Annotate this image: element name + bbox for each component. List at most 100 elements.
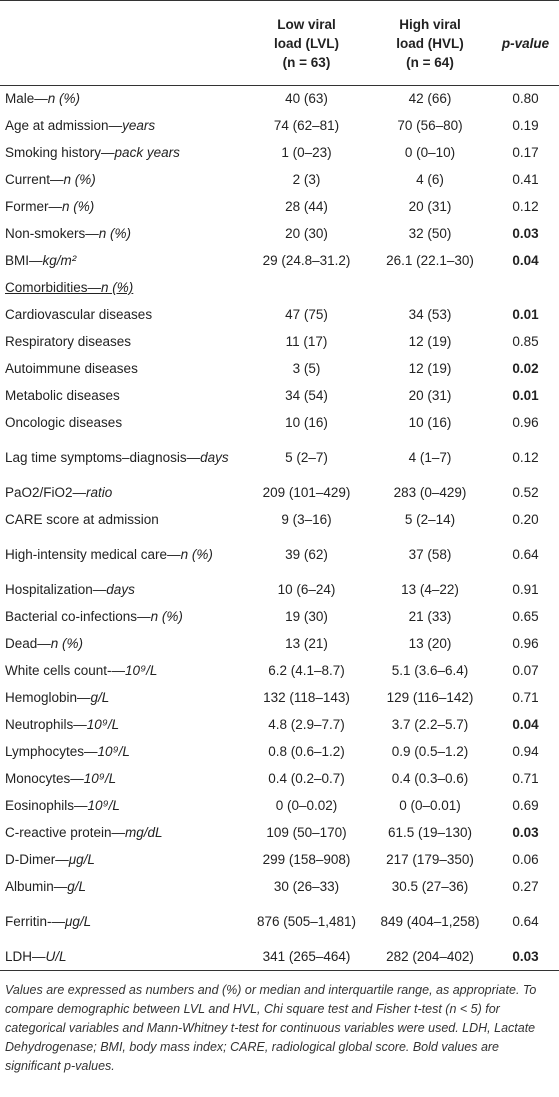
table-row: Lymphocytes—10⁹/L 0.8 (0.6–1.2) 0.9 (0.5–1… [0,739,559,766]
row-label-dash: — [84,744,98,759]
cell-pvalue: 0.01 [512,307,539,322]
row-unit: n (%) [101,280,134,295]
header-row: Low viral load (LVL) (n = 63) High viral… [0,1,559,86]
cell-lvl: 876 (505–1,481) [256,914,357,929]
row-label-dash: — [167,547,181,562]
row-label-text: Lymphocytes [5,744,85,759]
cell-lvl: 30 (26–33) [273,879,340,894]
row-unit: days [106,582,135,597]
cell-pvalue: 0.64 [512,547,539,562]
table-row: Dead—n (%) 13 (21) 13 (20) 0.96 [0,631,559,658]
cell-lvl: 34 (54) [285,388,328,403]
table-row: Respiratory diseases 11 (17) 12 (19) 0.85 [0,329,559,356]
row-unit: n (%) [63,172,96,187]
cell-pvalue: 0.17 [512,145,539,160]
cell-hvl: 61.5 (19–130) [387,825,473,840]
cell-pvalue: 0.01 [512,388,539,403]
row-label: Neutrophils—10⁹/L [0,712,245,739]
table-row: Hemoglobin—g/L 132 (118–143) 129 (116–142)… [0,685,559,712]
row-label-text: BMI [5,253,30,268]
row-label-text: High-intensity medical care [5,547,168,562]
row-label-dash: — [87,280,102,295]
row-label-text: Former [5,199,49,214]
row-label-text: Current [5,172,51,187]
header-hvl: High viral load (HVL) (n = 64) [368,1,492,86]
row-label-text: CARE score at admission [5,512,159,527]
cell-hvl: 5.1 (3.6–6.4) [391,663,469,678]
row-label-dash: — [51,914,66,929]
row-label-text: Dead [5,636,38,651]
table-row: Metabolic diseases 34 (54) 20 (31) 0.01 [0,383,559,410]
cell-hvl: 34 (53) [408,307,452,322]
row-unit: 10⁹/L [97,744,130,759]
cell-pvalue: 0.96 [512,636,539,651]
table-row: Eosinophils—10⁹/L 0 (0–0.02) 0 (0–0.01) 0.6… [0,793,559,820]
cell-pvalue: 0.04 [512,717,539,732]
table-row: Neutrophils—10⁹/L 4.8 (2.9–7.7) 3.7 (2.2–5… [0,712,559,739]
row-unit: n (%) [150,609,183,624]
row-label: Lymphocytes—10⁹/L [0,739,245,766]
row-label-dash: — [53,879,68,894]
table-row: Comorbidities—n (%) [0,275,559,302]
cell-pvalue: 0.69 [512,798,539,813]
cell-lvl: 13 (21) [285,636,328,651]
cell-hvl: 42 (66) [408,91,452,107]
row-label: Monocytes—10⁹/L [0,766,245,793]
row-unit: n (%) [47,91,81,107]
row-label-text: Hemoglobin [5,690,78,705]
row-unit: μg/L [68,852,95,867]
row-unit: g/L [90,690,110,705]
cell-hvl: 0 (0–0.01) [399,798,461,813]
row-label: Non-smokers—n (%) [0,221,245,248]
row-label-text: Eosinophils [5,798,75,813]
row-label-dash: — [77,690,91,705]
row-label-dash: — [108,118,123,133]
table-row: C-reactive protein—mg/dL 109 (50–170) 61.5… [0,820,559,847]
cell-lvl: 0.4 (0.2–0.7) [268,771,345,786]
table-row: Lag time symptoms–diagnosis—days 5 (2–7) 4… [0,437,559,480]
cell-lvl: 0 (0–0.02) [275,798,338,813]
row-label: Current—n (%) [0,167,245,194]
table-row: Former—n (%) 28 (44) 20 (31) 0.12 [0,194,559,221]
cell-lvl: 29 (24.8–31.2) [262,253,351,268]
cell-pvalue: 0.41 [512,172,539,187]
row-label-text: Smoking history [5,145,102,160]
cell-hvl: 12 (19) [408,334,452,349]
row-label-dash: — [55,852,69,867]
cell-lvl: 28 (44) [285,199,328,214]
cell-pvalue: 0.07 [512,663,539,678]
row-label: Hemoglobin—g/L [0,685,245,712]
cell-hvl: 0.9 (0.5–1.2) [391,744,469,759]
cell-lvl: 209 (101–429) [262,485,351,500]
header-lvl-line2: load (LVL) [274,35,339,51]
row-label: High-intensity medical care—n (%) [0,534,245,577]
table-row: Male—n (%) 40 (63) 42 (66) 0.80 [0,86,559,113]
row-unit: n (%) [50,636,84,651]
cell-lvl: 10 (6–24) [277,582,336,597]
row-unit: U/L [45,948,67,964]
cell-lvl: 6.2 (4.1–8.7) [268,663,345,678]
cell-pvalue: 0.94 [512,744,539,759]
row-label-text: Cardiovascular diseases [5,307,153,322]
row-label-text: Ferritin- [5,914,52,929]
row-label-text: Respiratory diseases [5,334,132,349]
row-label-text: Non-smokers [5,226,86,241]
cell-lvl: 109 (50–170) [266,825,347,840]
row-label: Male—n (%) [0,86,245,113]
cell-hvl: 4 (6) [416,172,444,187]
cell-pvalue: 0.20 [512,512,539,527]
row-unit: μg/L [65,914,92,929]
cell-hvl: 21 (33) [408,609,452,624]
row-label: Albumin—g/L [0,874,245,901]
cell-pvalue: 0.71 [512,771,539,786]
header-blank [0,1,245,86]
table-row: D-Dimer—μg/L 299 (158–908) 217 (179–350) 0.… [0,847,559,874]
row-label-text: Neutrophils [5,717,74,732]
cell-hvl: 20 (31) [408,388,452,403]
row-label-text: Oncologic diseases [5,415,123,430]
cell-pvalue: 0.04 [512,253,539,268]
header-pvalue: p-value [501,35,550,51]
header-lvl-n: (n = 63) [282,54,331,70]
row-unit: mg/dL [125,825,163,840]
